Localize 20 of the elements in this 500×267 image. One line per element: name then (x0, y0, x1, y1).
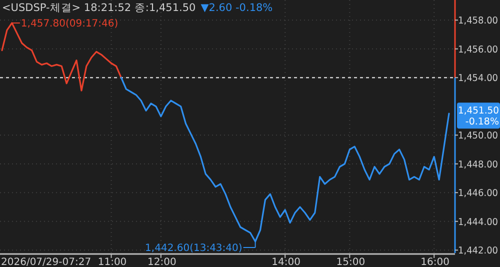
x-tick-label: 11:00 (98, 257, 127, 267)
y-tick-label: 1,442.00 (458, 246, 500, 257)
y-tick-label: 1,454.00 (458, 73, 500, 84)
x-tick-label: 12:00 (148, 257, 176, 267)
text: 1,451.50 (458, 106, 500, 117)
text: 2026/07/29-07:27 (1, 257, 92, 267)
chart-title: <USDSP-체결> 18:21:52 종:1,451.50 (2, 2, 196, 14)
y-tick-label: 1,446.00 (458, 188, 500, 200)
y-tick-label: 1,450.00 (458, 130, 500, 142)
y-tick-label: 1,458.00 (458, 16, 500, 27)
y-tick-label: 1,456.00 (458, 44, 500, 56)
chart-subtitle: ▼2.60 -0.18% (200, 2, 273, 14)
annotation: 1,457.80(09:17:46) (20, 18, 118, 30)
annotation: 1,442.60(13:43:40) (145, 243, 242, 254)
x-tick-label: 14:00 (272, 257, 301, 267)
x-tick-label: 16:00 (420, 257, 450, 267)
y-tick-label: 1,448.00 (458, 159, 500, 170)
text: -0.18% (465, 116, 499, 128)
y-tick-label: 1,444.00 (458, 216, 500, 228)
x-tick-label: 15:00 (336, 257, 366, 267)
